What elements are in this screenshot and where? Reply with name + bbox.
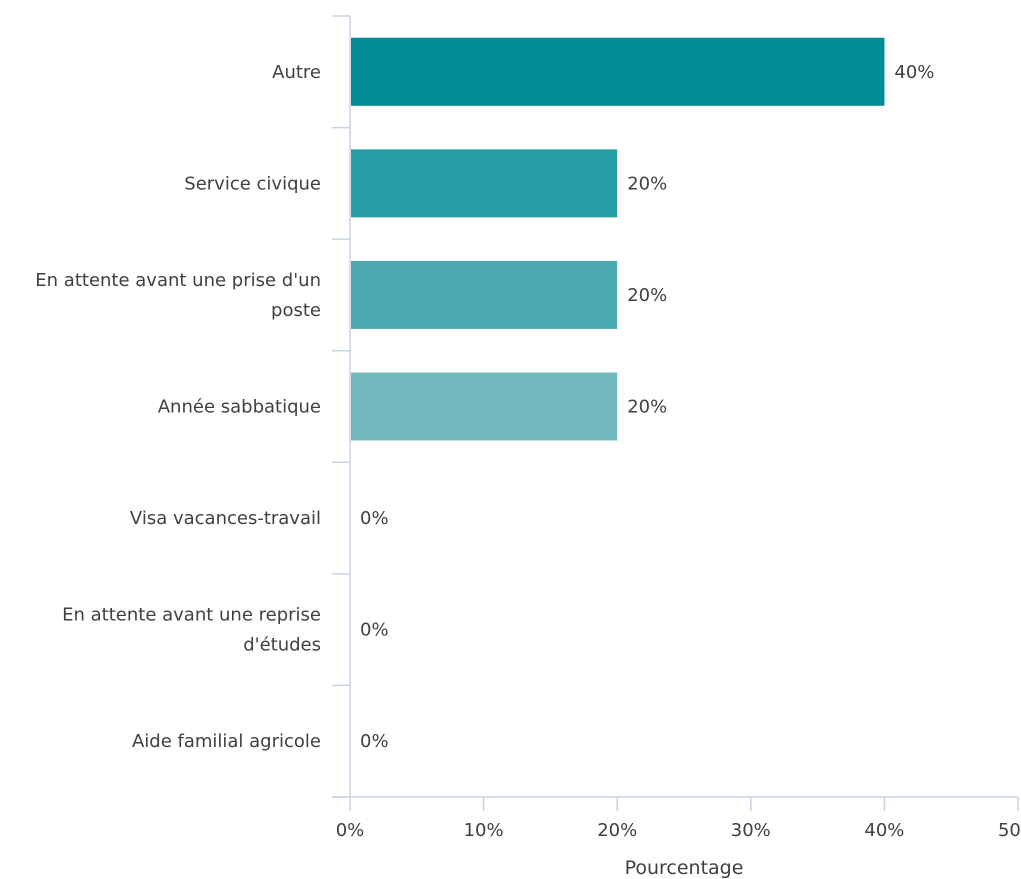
value-label: 0% (360, 731, 389, 752)
category-label: En attente avant une reprise (62, 605, 321, 626)
bar (351, 37, 885, 106)
category-label: Année sabbatique (158, 397, 321, 418)
bar (351, 149, 618, 218)
category-label: d'études (243, 635, 321, 656)
x-axis-title: Pourcentage (625, 857, 744, 879)
x-tick-label: 10% (464, 820, 504, 841)
category-label: En attente avant une prise d'un (35, 270, 321, 291)
category-label: poste (271, 300, 321, 321)
labels-group: 0% 10% 20% 30% 40% 50% 40% Autre 20% Service civi… (35, 62, 1021, 841)
x-tick-label: 20% (597, 820, 637, 841)
bar (351, 372, 618, 441)
value-label: 0% (360, 620, 389, 641)
bar (351, 260, 618, 329)
bars-group (351, 37, 885, 441)
value-label: 0% (360, 508, 389, 529)
category-label: Service civique (184, 173, 321, 194)
x-tick-label: 40% (864, 820, 904, 841)
x-tick-label: 0% (336, 820, 365, 841)
x-tick-label: 30% (731, 820, 771, 841)
axes-group (332, 15, 1019, 811)
category-label: Autre (272, 62, 321, 83)
value-label: 20% (627, 173, 667, 194)
category-label: Visa vacances-travail (130, 508, 321, 529)
value-label: 40% (894, 62, 934, 83)
x-tick-label: 50% (998, 820, 1021, 841)
value-label: 20% (627, 397, 667, 418)
value-label: 20% (627, 285, 667, 306)
category-label: Aide familial agricole (132, 731, 321, 752)
